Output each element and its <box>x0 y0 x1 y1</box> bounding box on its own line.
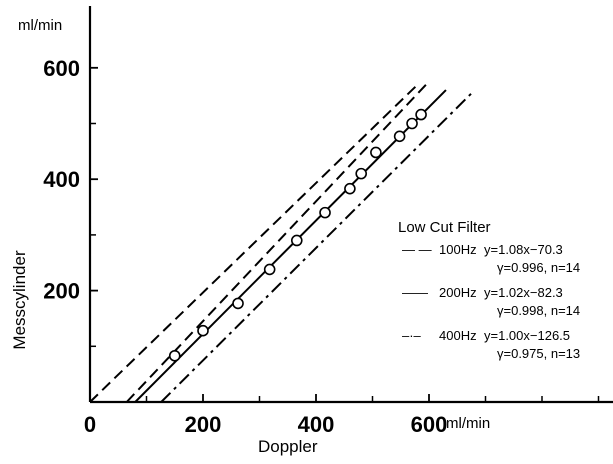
data-point <box>415 108 427 121</box>
regression-line-3 <box>134 89 447 403</box>
data-point <box>319 206 331 219</box>
legend-entry-400hz-stats: γ=0.975, n=13 <box>497 346 580 361</box>
legend-entry-100hz-line: — — <box>402 242 432 257</box>
y-tick-label-600: 600 <box>43 56 80 81</box>
x-tick-label-600: 600 <box>411 412 448 437</box>
regression-line-2 <box>125 83 427 403</box>
legend-entry-100hz-equation: y=1.08x−70.3 <box>484 242 563 257</box>
series-lines <box>89 83 473 403</box>
data-points <box>168 108 427 362</box>
data-point <box>168 349 181 362</box>
data-point <box>290 234 303 247</box>
y-tick-label-400: 400 <box>43 167 80 192</box>
legend-entry-200hz-line: —— <box>402 285 428 300</box>
x-axis-unit: ml/min <box>446 415 490 432</box>
y-axis-title: Messcylinder <box>10 250 29 350</box>
x-tick-label-200: 200 <box>185 412 222 437</box>
x-tick-label-0: 0 <box>84 412 96 437</box>
legend-entry-400hz-freq: 400Hz <box>439 328 477 343</box>
data-point <box>406 117 418 130</box>
data-point <box>232 297 244 310</box>
data-point <box>393 130 406 143</box>
data-point <box>197 324 209 337</box>
legend-entry-100hz-stats: γ=0.996, n=14 <box>497 260 580 275</box>
regression-line-4 <box>160 92 473 403</box>
data-point <box>263 263 276 276</box>
x-axis-title: Doppler <box>258 437 318 456</box>
legend-entry-400hz-line: –·– <box>402 328 422 343</box>
data-point <box>370 146 382 159</box>
data-point <box>344 182 356 195</box>
x-tick-label-400: 400 <box>298 412 335 437</box>
ticks: 0 200 400 600 200 400 600 <box>43 56 600 437</box>
legend-title: Low Cut Filter <box>398 219 491 236</box>
y-axis-unit: ml/min <box>18 17 62 34</box>
data-point <box>355 167 368 180</box>
legend-entry-100hz-freq: 100Hz <box>439 242 477 257</box>
legend-entry-200hz-equation: y=1.02x−82.3 <box>484 285 563 300</box>
legend: Low Cut Filter — — 100Hz y=1.08x−70.3 γ=… <box>398 219 580 361</box>
legend-entry-200hz-freq: 200Hz <box>439 285 477 300</box>
legend-entry-400hz-equation: y=1.00x−126.5 <box>484 328 570 343</box>
legend-entry-200hz-stats: γ=0.998, n=14 <box>497 303 580 318</box>
y-tick-label-200: 200 <box>43 279 80 304</box>
regression-line-1 <box>89 83 419 403</box>
axes <box>88 6 613 404</box>
